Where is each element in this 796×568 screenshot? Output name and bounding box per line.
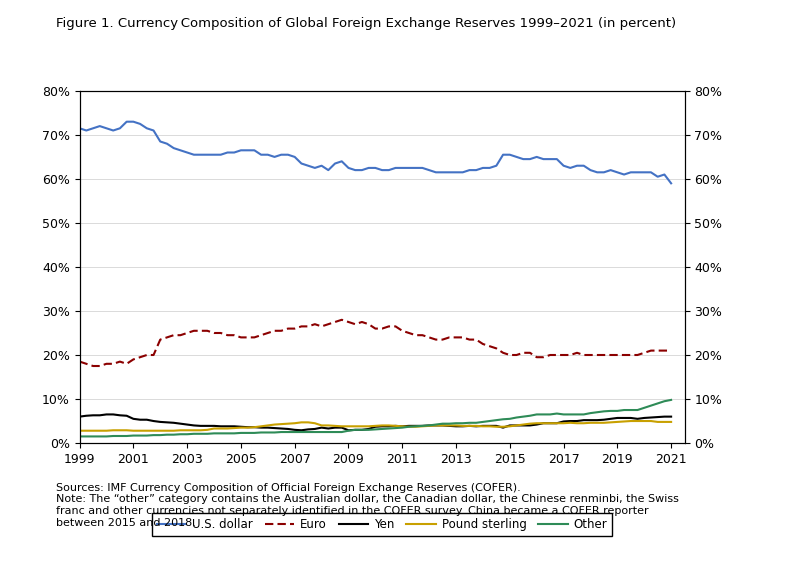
Euro: [337, 316, 346, 323]
Yen: [391, 423, 400, 429]
Euro: [391, 323, 400, 330]
U.S. dollar: [310, 165, 320, 172]
Yen: [297, 427, 306, 434]
Line: Other: Other: [80, 400, 671, 436]
Other: [149, 432, 158, 438]
Euro: [155, 336, 165, 343]
Legend: U.S. dollar, Euro, Yen, Pound sterling, Other: U.S. dollar, Euro, Yen, Pound sterling, …: [152, 513, 612, 536]
Pound sterling: [135, 427, 145, 434]
U.S. dollar: [606, 167, 615, 174]
Yen: [155, 419, 165, 425]
Other: [75, 433, 84, 440]
Yen: [142, 416, 151, 423]
Text: Sources: IMF Currency Composition of Official Foreign Exchange Reserves (COFER).: Sources: IMF Currency Composition of Off…: [56, 483, 679, 528]
U.S. dollar: [666, 180, 676, 187]
Other: [135, 432, 145, 439]
Pound sterling: [599, 419, 609, 426]
Euro: [202, 327, 212, 334]
Line: Pound sterling: Pound sterling: [80, 421, 671, 431]
Euro: [310, 321, 320, 328]
Other: [666, 396, 676, 403]
U.S. dollar: [75, 125, 84, 132]
Pound sterling: [75, 427, 84, 434]
Yen: [666, 414, 676, 420]
Other: [303, 429, 313, 436]
U.S. dollar: [122, 118, 131, 125]
Line: Yen: Yen: [80, 415, 671, 431]
Line: U.S. dollar: U.S. dollar: [80, 122, 671, 183]
Yen: [317, 424, 326, 431]
Pound sterling: [196, 427, 205, 434]
U.S. dollar: [384, 167, 393, 174]
Pound sterling: [377, 422, 387, 429]
Yen: [102, 411, 111, 418]
U.S. dollar: [142, 125, 151, 132]
Euro: [142, 352, 151, 358]
Euro: [88, 362, 98, 369]
U.S. dollar: [155, 138, 165, 145]
Text: Figure 1. Currency Composition of Global Foreign Exchange Reserves 1999–2021 (in: Figure 1. Currency Composition of Global…: [56, 17, 676, 30]
Yen: [75, 414, 84, 420]
Euro: [613, 352, 622, 358]
Yen: [613, 415, 622, 421]
Pound sterling: [626, 417, 635, 424]
Other: [599, 408, 609, 415]
Euro: [75, 358, 84, 365]
Other: [377, 425, 387, 432]
Pound sterling: [149, 427, 158, 434]
Pound sterling: [303, 419, 313, 426]
U.S. dollar: [202, 151, 212, 158]
Euro: [666, 347, 676, 354]
Yen: [202, 423, 212, 429]
Other: [196, 431, 205, 437]
Line: Euro: Euro: [80, 320, 671, 366]
Pound sterling: [666, 419, 676, 425]
